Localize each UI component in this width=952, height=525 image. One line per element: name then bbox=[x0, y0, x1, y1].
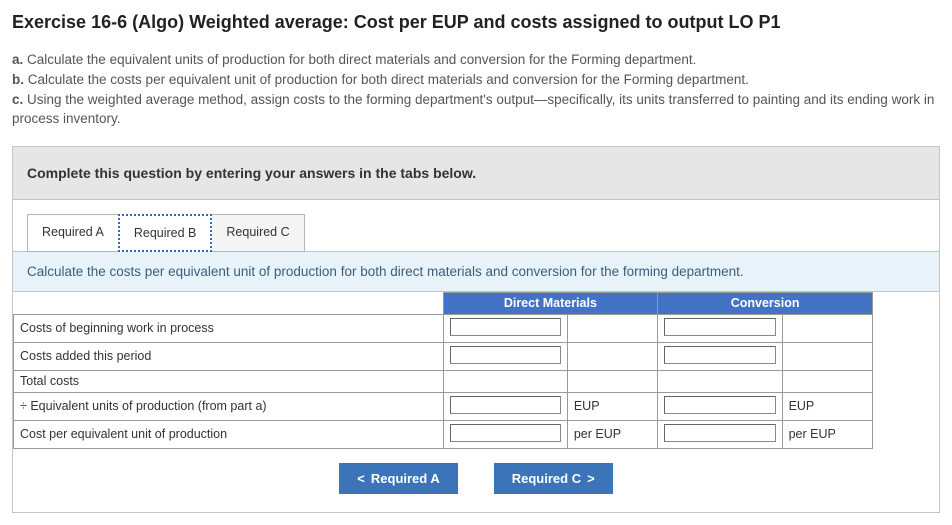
unit-dm-0 bbox=[567, 314, 657, 342]
row-label: Total costs bbox=[14, 370, 444, 392]
tab-required-a[interactable]: Required A bbox=[27, 214, 119, 252]
prompt-c-text: Using the weighted average method, assig… bbox=[12, 92, 934, 125]
row-label: ÷ Equivalent units of production (from p… bbox=[14, 392, 444, 420]
input-conv-eup[interactable] bbox=[664, 396, 775, 414]
answer-table: Direct Materials Conversion Costs of beg… bbox=[13, 292, 873, 449]
chevron-left-icon: < bbox=[357, 471, 365, 486]
sub-instruction: Calculate the costs per equivalent unit … bbox=[13, 251, 939, 292]
prompt-b-text: Calculate the costs per equivalent unit … bbox=[24, 72, 749, 87]
unit-dm-1 bbox=[567, 342, 657, 370]
prompt-a-label: a. bbox=[12, 52, 23, 67]
input-conv-begin[interactable] bbox=[664, 318, 775, 336]
input-conv-added[interactable] bbox=[664, 346, 775, 364]
tab-required-b[interactable]: Required B bbox=[118, 214, 213, 252]
chevron-right-icon: > bbox=[587, 471, 595, 486]
prompt-b-label: b. bbox=[12, 72, 24, 87]
cell-conv-total bbox=[658, 370, 782, 392]
row-label: Costs added this period bbox=[14, 342, 444, 370]
unit-conv-4: per EUP bbox=[782, 420, 872, 448]
exercise-prompt: a. Calculate the equivalent units of pro… bbox=[12, 51, 940, 128]
unit-conv-2 bbox=[782, 370, 872, 392]
row-label: Cost per equivalent unit of production bbox=[14, 420, 444, 448]
unit-dm-2 bbox=[567, 370, 657, 392]
input-conv-cost-per-eup[interactable] bbox=[664, 424, 775, 442]
exercise-title: Exercise 16-6 (Algo) Weighted average: C… bbox=[12, 12, 940, 33]
input-dm-eup[interactable] bbox=[450, 396, 561, 414]
unit-conv-3: EUP bbox=[782, 392, 872, 420]
unit-conv-0 bbox=[782, 314, 872, 342]
input-dm-added[interactable] bbox=[450, 346, 561, 364]
input-dm-begin[interactable] bbox=[450, 318, 561, 336]
nav-row: < Required A Required C > bbox=[13, 449, 939, 512]
tabs-row: Required A Required B Required C bbox=[13, 200, 939, 252]
prompt-a-text: Calculate the equivalent units of produc… bbox=[23, 52, 696, 67]
next-button[interactable]: Required C > bbox=[494, 463, 613, 494]
tabs-instruction: Complete this question by entering your … bbox=[13, 147, 939, 200]
tab-required-c[interactable]: Required C bbox=[211, 214, 304, 252]
prev-button-label: Required A bbox=[371, 471, 440, 486]
header-conversion: Conversion bbox=[658, 292, 873, 314]
prompt-c-label: c. bbox=[12, 92, 23, 107]
header-direct-materials: Direct Materials bbox=[443, 292, 658, 314]
next-button-label: Required C bbox=[512, 471, 581, 486]
input-dm-cost-per-eup[interactable] bbox=[450, 424, 561, 442]
row-label: Costs of beginning work in process bbox=[14, 314, 444, 342]
unit-dm-4: per EUP bbox=[567, 420, 657, 448]
cell-dm-total bbox=[443, 370, 567, 392]
unit-dm-3: EUP bbox=[567, 392, 657, 420]
unit-conv-1 bbox=[782, 342, 872, 370]
question-box: Complete this question by entering your … bbox=[12, 146, 940, 513]
answer-table-wrap: Direct Materials Conversion Costs of beg… bbox=[13, 292, 939, 449]
prev-button[interactable]: < Required A bbox=[339, 463, 457, 494]
